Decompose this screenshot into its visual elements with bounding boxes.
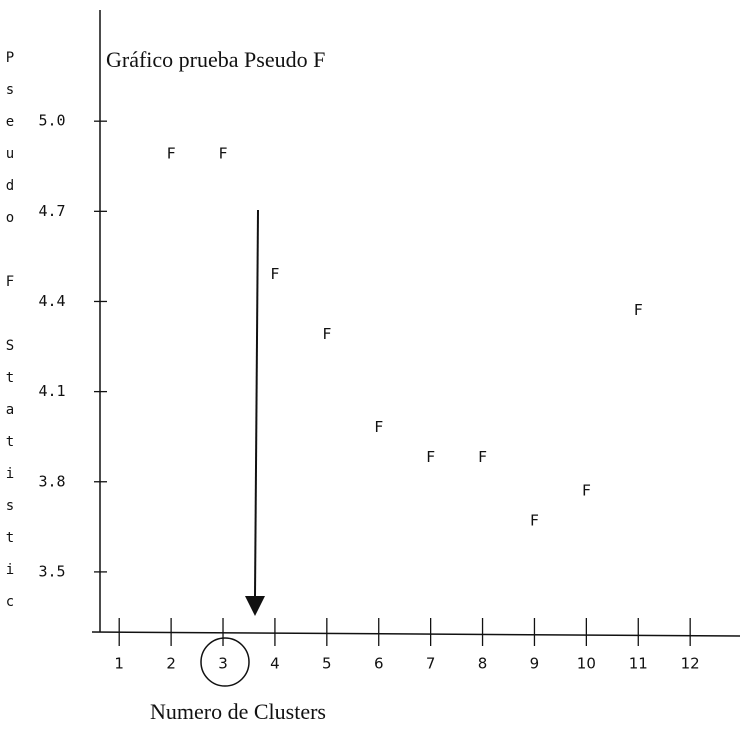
x-tick-label: 4	[270, 655, 280, 673]
x-tick-label: 11	[629, 655, 648, 673]
point-marker: F	[374, 418, 383, 436]
y-axis-label: Pseudo F Statistic	[2, 50, 18, 626]
x-tick-label: 5	[322, 655, 332, 673]
x-tick-label: 8	[478, 655, 488, 673]
chart-title: Gráfico prueba Pseudo F	[106, 47, 325, 72]
point-marker: F	[219, 145, 228, 163]
x-axis	[91, 631, 741, 637]
point-marker: F	[167, 145, 176, 163]
point-marker: F	[426, 448, 435, 466]
point-marker: F	[582, 481, 591, 499]
point-marker: F	[478, 448, 487, 466]
x-tick-label: 6	[374, 655, 384, 673]
x-axis-label: Numero de Clusters	[150, 699, 326, 724]
y-tick-label: 3.5	[38, 562, 65, 580]
y-tick-label: 4.7	[38, 202, 65, 220]
x-tick-label: 2	[166, 655, 176, 673]
arrow-head	[245, 596, 265, 616]
highlight-circle	[200, 637, 250, 687]
y-tick-label: 4.4	[38, 292, 65, 310]
x-tick-label: 3	[218, 655, 228, 673]
y-tick-label: 5.0	[38, 112, 65, 130]
point-marker: F	[322, 325, 331, 343]
arrow-shaft	[254, 209, 259, 597]
x-tick-label: 9	[530, 655, 540, 673]
point-marker: F	[270, 265, 279, 283]
x-tick-label: 10	[577, 655, 596, 673]
x-tick-label: 7	[426, 655, 436, 673]
point-marker: F	[634, 301, 643, 319]
x-tick-label: 1	[114, 655, 124, 673]
y-tick-label: 3.8	[38, 472, 65, 490]
x-tick-label: 12	[681, 655, 700, 673]
point-marker: F	[530, 511, 539, 529]
y-tick-label: 4.1	[38, 382, 65, 400]
